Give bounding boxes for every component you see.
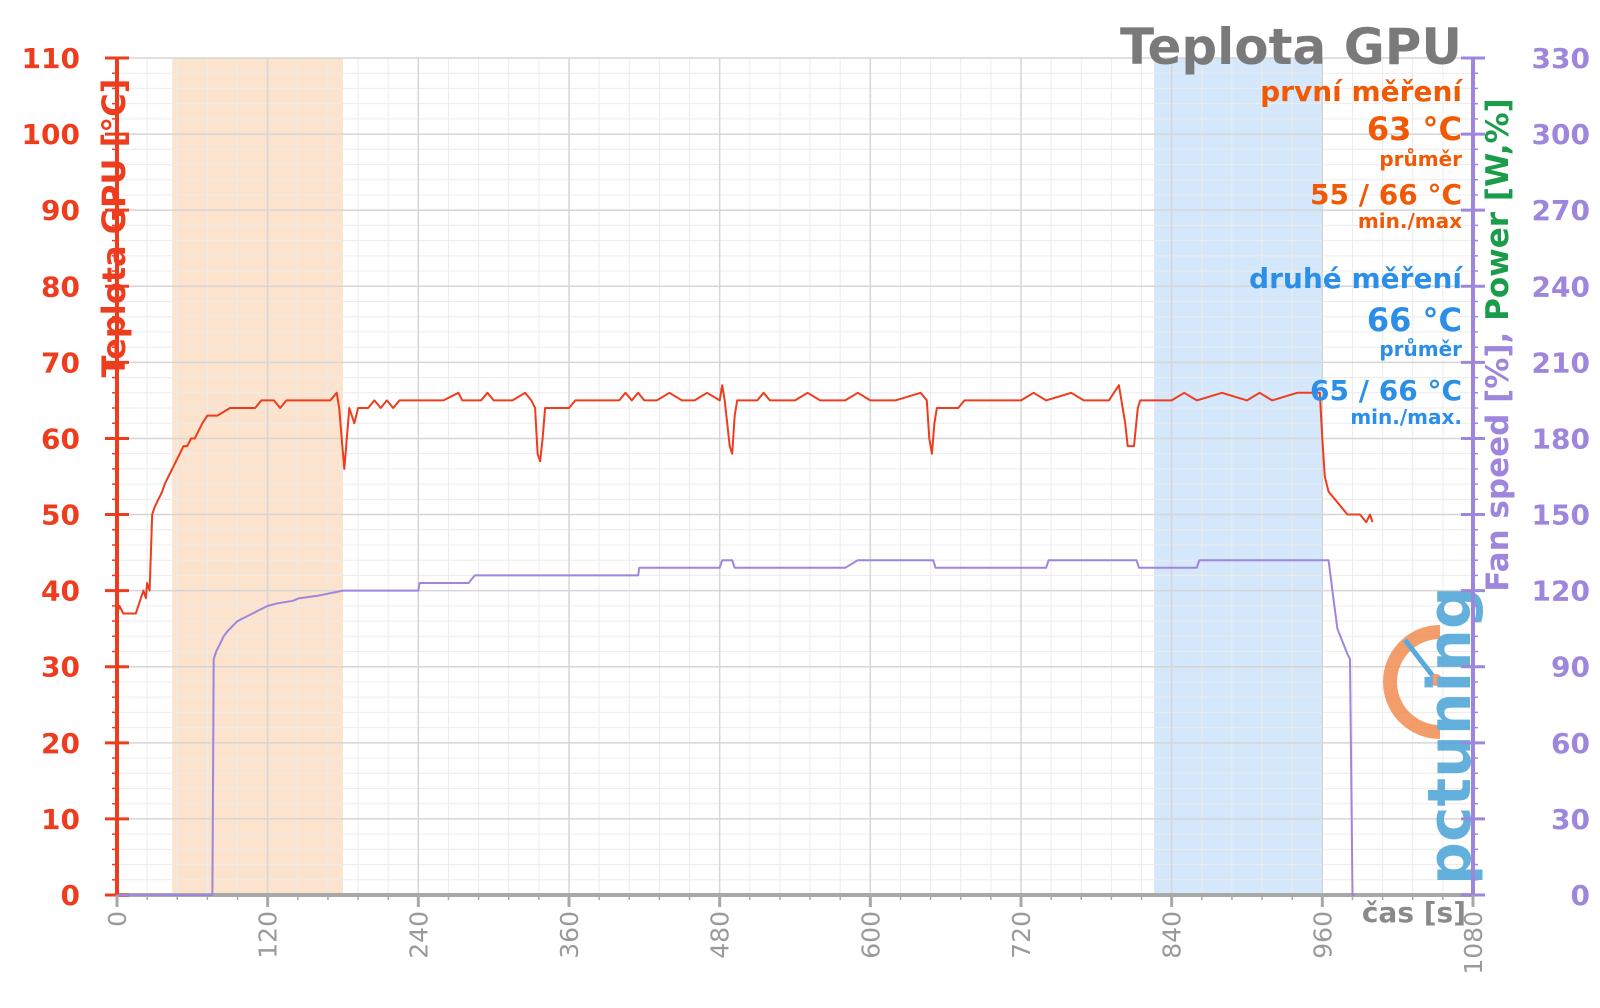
second-measurement-range-caption: min./max. xyxy=(1350,405,1462,429)
highlight-bands xyxy=(172,58,1323,895)
y-left-tick-label: 10 xyxy=(41,803,80,836)
y-right-tick-label: 150 xyxy=(1532,499,1590,532)
second-measurement-average: 66 °C xyxy=(1367,301,1462,339)
logo-hub-icon xyxy=(1430,674,1442,686)
y-left-tick-label: 110 xyxy=(22,42,80,75)
y-right-tick-label: 300 xyxy=(1532,118,1590,151)
y-left-tick-label: 0 xyxy=(61,879,80,912)
y-right-tick-label: 210 xyxy=(1532,346,1590,379)
x-tick-label: 600 xyxy=(856,911,885,959)
series-lines xyxy=(116,384,1374,896)
logo-needle-icon xyxy=(1403,638,1438,682)
highlight-band-2 xyxy=(1154,58,1323,895)
y-left-tick-label: 60 xyxy=(41,422,80,455)
y-right-tick-label: 240 xyxy=(1532,270,1590,303)
axes xyxy=(105,56,1485,907)
y-left-tick-label: 20 xyxy=(41,727,80,760)
y-left-tick-label: 40 xyxy=(41,575,80,608)
y-right-tick-label: 90 xyxy=(1551,651,1590,684)
highlight-band-1 xyxy=(172,58,343,895)
y-left-tick-label: 90 xyxy=(41,194,80,227)
first-measurement-range: 55 / 66 °C xyxy=(1310,178,1462,211)
x-tick-label: 0 xyxy=(103,911,132,927)
y-axis-left-label: Teplota GPU [°C] xyxy=(95,79,133,378)
y-right-tick-label: 30 xyxy=(1551,803,1590,836)
y-axis-right-label: Fan speed [%], Power [W,%] xyxy=(1480,98,1516,591)
second-measurement-legend: druhé měření 66 °C průměr 65 / 66 °C min… xyxy=(1249,262,1463,429)
y-right-tick-label: 180 xyxy=(1532,422,1590,455)
first-measurement-range-caption: min./max xyxy=(1358,209,1462,233)
y-left-tick-label: 80 xyxy=(41,270,80,303)
x-tick-label: 120 xyxy=(254,911,283,959)
y-right-tick-label: 330 xyxy=(1532,42,1590,75)
second-measurement-label: druhé měření xyxy=(1249,262,1463,295)
second-measurement-average-caption: průměr xyxy=(1379,337,1462,361)
y-axis-right-label-fan: Fan speed [%] xyxy=(1480,343,1516,591)
first-measurement-label: první měření xyxy=(1260,75,1463,108)
y-left-tick-label: 100 xyxy=(22,118,80,151)
y-right-tick-label: 60 xyxy=(1551,727,1590,760)
second-measurement-range: 65 / 66 °C xyxy=(1310,374,1462,407)
y-left-tick-label: 70 xyxy=(41,346,80,379)
first-measurement-average-caption: průměr xyxy=(1379,147,1462,171)
y-axis-right-label-power: Power [W,%] xyxy=(1480,98,1516,321)
x-tick-label: 480 xyxy=(706,911,735,959)
x-axis-label: čas [s] xyxy=(1362,896,1466,929)
tick-labels: 0 10 20 30 40 50 60 70 80 90 100 110 0 30 60 90 120 150 18… xyxy=(22,42,1590,975)
pctuning-logo-watermark: pctuning xyxy=(1383,586,1485,885)
x-tick-label: 360 xyxy=(555,911,584,959)
y-left-tick-label: 30 xyxy=(41,651,80,684)
y-right-tick-label: 270 xyxy=(1532,194,1590,227)
y-right-tick-label: 120 xyxy=(1532,575,1590,608)
x-tick-label: 840 xyxy=(1158,911,1187,959)
x-tick-label: 960 xyxy=(1308,911,1337,959)
first-measurement-average: 63 °C xyxy=(1367,110,1462,148)
logo-gauge-icon xyxy=(1383,625,1441,739)
y-right-tick-label: 0 xyxy=(1571,879,1590,912)
y-axis-right-label-separator: , xyxy=(1480,321,1516,344)
first-measurement-legend: první měření 63 °C průměr 55 / 66 °C min… xyxy=(1260,75,1463,233)
fan-speed-series-line xyxy=(117,559,1355,896)
x-tick-label: 1080 xyxy=(1459,911,1488,975)
minor-grid xyxy=(116,57,1474,896)
chart-title: Teplota GPU xyxy=(1120,18,1462,76)
x-tick-label: 240 xyxy=(404,911,433,959)
gpu-temperature-series-line xyxy=(116,384,1374,615)
x-tick-label: 720 xyxy=(1007,911,1036,959)
y-left-tick-label: 50 xyxy=(41,499,80,532)
major-grid xyxy=(116,57,1474,896)
